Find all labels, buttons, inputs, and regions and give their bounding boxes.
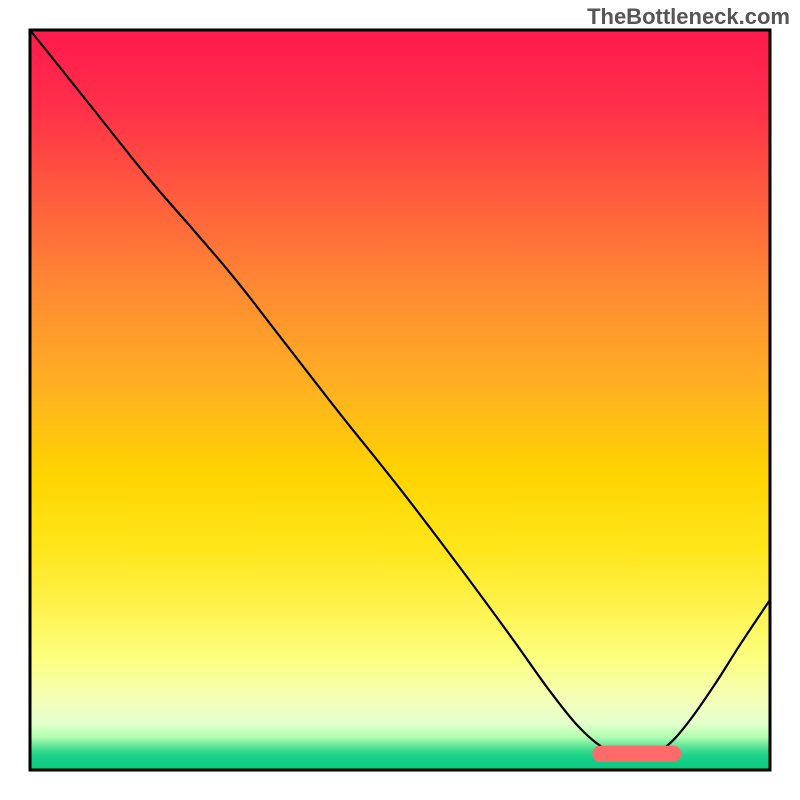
optimal-range-marker <box>592 746 681 762</box>
bottleneck-chart <box>0 0 800 800</box>
watermark-text: TheBottleneck.com <box>587 4 790 30</box>
chart-container: TheBottleneck.com <box>0 0 800 800</box>
plot-background <box>30 30 770 770</box>
